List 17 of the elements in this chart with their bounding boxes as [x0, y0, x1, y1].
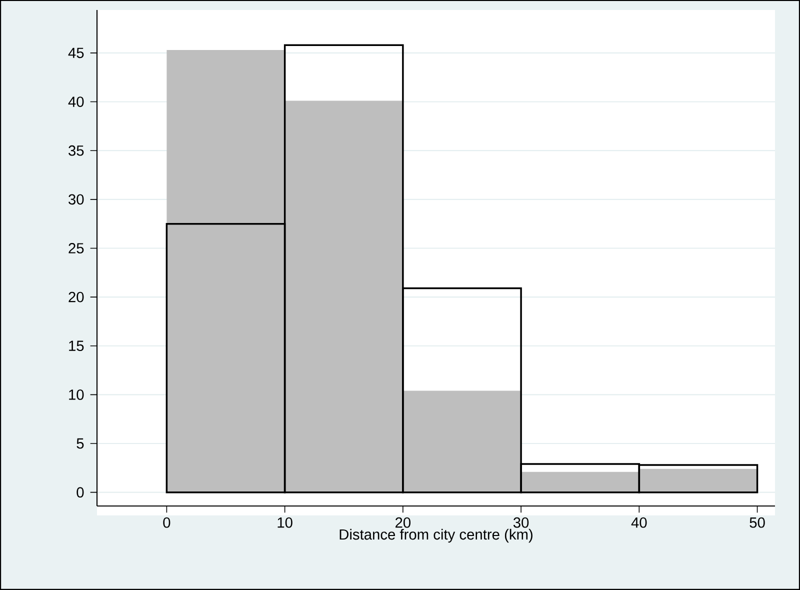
- x-tick-label: 40: [631, 517, 647, 528]
- y-tick-label: 30: [68, 194, 84, 205]
- x-tick-label: 20: [396, 517, 410, 528]
- y-tick-label: 25: [68, 243, 84, 254]
- x-axis-title: Distance from city centre (km): [340, 528, 532, 543]
- y-tick-label: 45: [68, 48, 84, 58]
- y-tick-label: 20: [68, 292, 84, 302]
- y-tick-label: 40: [68, 96, 84, 107]
- y-tick-label: 5: [76, 438, 84, 449]
- x-tick-label: 0: [163, 517, 170, 528]
- y-tick-label: 10: [69, 390, 84, 400]
- y-tick-label: 35: [68, 145, 84, 156]
- y-tick-label: 0: [76, 487, 84, 498]
- x-tick-label: 30: [513, 517, 529, 528]
- x-tick-label: 10: [278, 517, 292, 528]
- x-tick-label: 50: [750, 517, 765, 528]
- y-tick-label: 15: [69, 340, 84, 351]
